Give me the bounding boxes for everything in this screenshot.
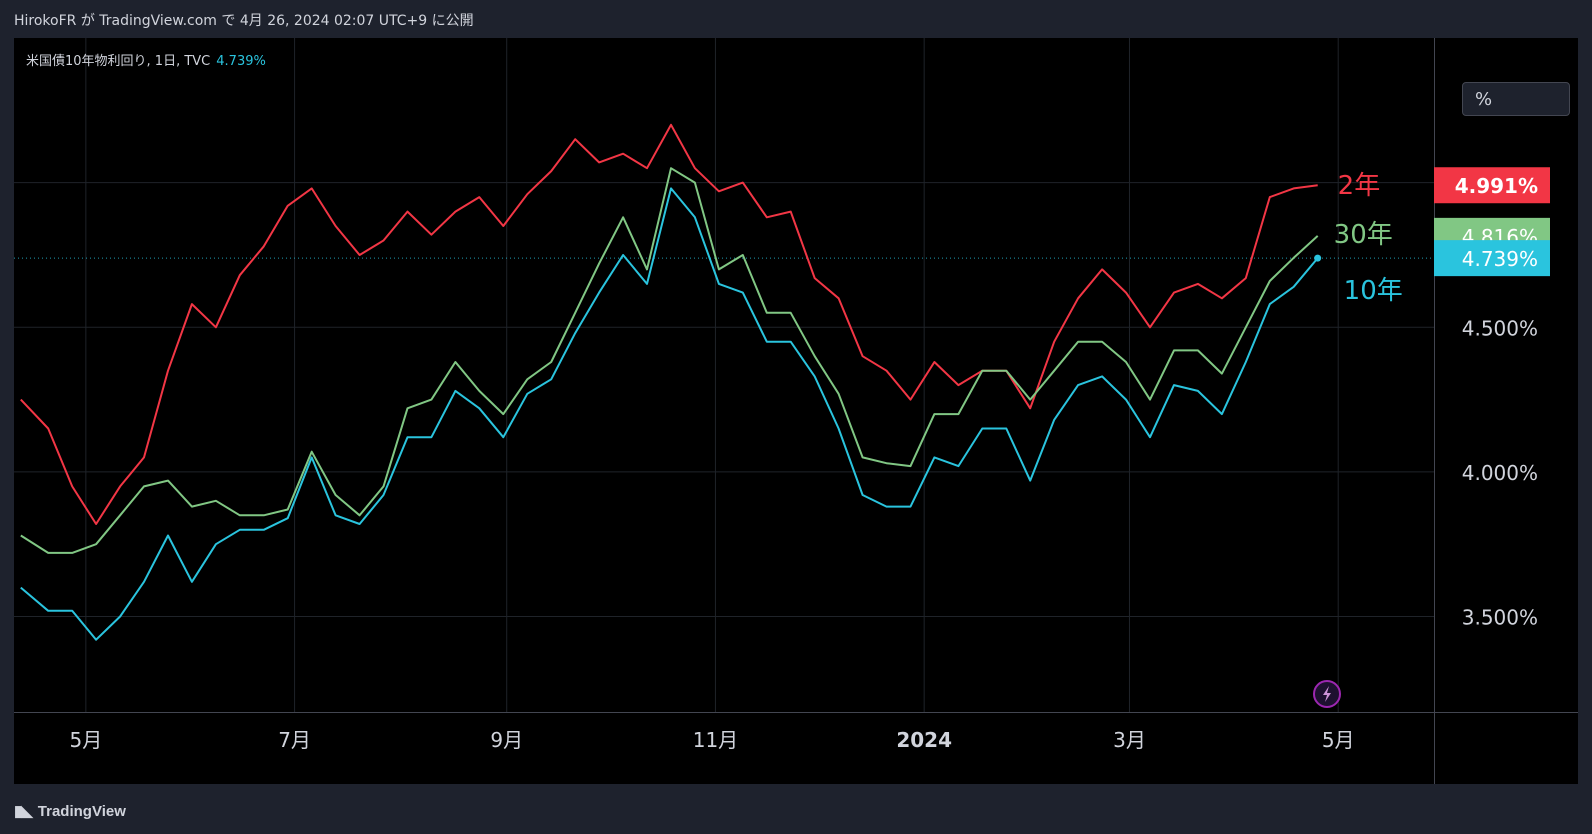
lightning-bolt-icon (1323, 686, 1331, 702)
series-line-0 (20, 123, 1318, 525)
tradingview-logo-text: TradingView (37, 803, 126, 820)
legend-symbol: 米国債10年物利回り, 1日, TVC (26, 54, 211, 69)
yield-chart[interactable]: 2年30年10年3.500%4.000%4.500%4.991%4.816%4.… (14, 38, 1578, 784)
x-tick-label: 2024 (896, 728, 952, 752)
series-line-1 (20, 167, 1319, 554)
last-value-label-2: 4.739% (1462, 247, 1538, 271)
series-name-label-2: 10年 (1344, 276, 1403, 306)
tradingview-logo[interactable]: ▮◣ TradingView (14, 802, 126, 820)
x-tick-label: 5月 (1322, 728, 1355, 752)
x-tick-label: 3月 (1113, 728, 1146, 752)
tradingview-logo-icon: ▮◣ (14, 803, 33, 820)
publish-caption: HirokoFR が TradingView.com で 4月 26, 2024… (14, 13, 474, 29)
series-name-label-0: 2年 (1338, 171, 1381, 201)
last-value-badge-2 (1434, 240, 1550, 277)
chart-legend: 米国債10年物利回り, 1日, TVC 4.739% (26, 50, 266, 69)
x-tick-label: 7月 (278, 728, 311, 752)
percent-scale-button[interactable]: % (1462, 82, 1570, 116)
chart-panel[interactable]: 2年 30年 10年 3.500% 4.000% 4.500% 4.991% 4.816% 4.… (14, 38, 1578, 784)
series-line-2 (20, 187, 1319, 641)
x-tick-label: 5月 (69, 728, 102, 752)
percent-scale-label: % (1475, 89, 1493, 110)
y-tick-label: 3.500% (1462, 606, 1538, 630)
series-name-label-1: 30年 (1334, 220, 1393, 250)
last-value-label-0: 4.991% (1455, 174, 1538, 198)
last-point-marker (1314, 254, 1322, 262)
footer-bar: ▮◣ TradingView (0, 784, 1592, 834)
publish-bar: HirokoFR が TradingView.com で 4月 26, 2024… (0, 0, 1592, 38)
y-tick-label: 4.500% (1462, 316, 1538, 340)
x-tick-label: 9月 (490, 728, 523, 752)
y-tick-label: 4.000% (1462, 461, 1538, 485)
legend-value: 4.739% (216, 54, 266, 69)
last-value-badge-0 (1434, 167, 1550, 204)
x-tick-label: 11月 (693, 728, 738, 752)
